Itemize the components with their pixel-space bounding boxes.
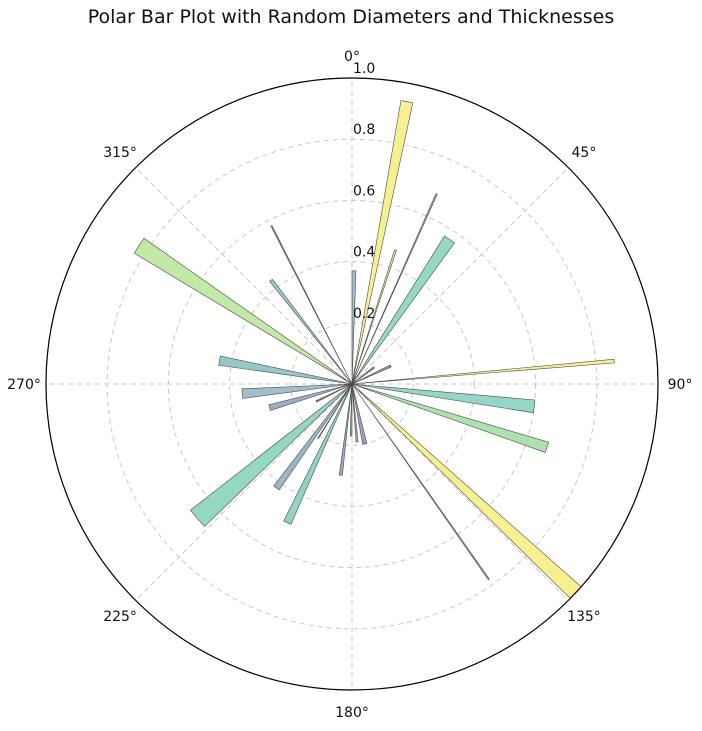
- polar-bar-10: [351, 383, 582, 599]
- polar-bar-7: [351, 358, 615, 385]
- bars-layer: [133, 100, 615, 599]
- theta-tick-label-7: 315°: [103, 145, 137, 161]
- theta-tick-label-5: 225°: [103, 609, 137, 625]
- polar-bar-1: [351, 100, 414, 385]
- polar-bar-21: [268, 383, 353, 411]
- polar-bar-22: [241, 383, 353, 399]
- chart-title: Polar Bar Plot with Random Diameters and…: [87, 6, 615, 28]
- theta-tick-label-2: 90°: [668, 377, 693, 393]
- polar-bar-3: [351, 193, 438, 385]
- polar-bar-23: [218, 355, 353, 385]
- theta-gridline-7: [135, 167, 353, 385]
- theta-tick-label-1: 45°: [572, 145, 597, 161]
- labels-layer: 0.2 0.4 0.6 0.8 1.00° 45° 90° 135° 180° 225° 270° 3…: [7, 49, 692, 721]
- r-tick-label-4: 1.0: [353, 61, 375, 77]
- polar-bar-25: [133, 237, 353, 385]
- polar-bar-18: [273, 383, 353, 491]
- polar-bar-12: [351, 383, 368, 445]
- polar-bar-26: [269, 278, 353, 385]
- polar-bar-19: [190, 383, 353, 527]
- polar-bar-14: [349, 383, 353, 437]
- polar-bar-27: [270, 225, 353, 385]
- r-gridline-1: [229, 261, 475, 507]
- polar-bar-4: [351, 235, 455, 385]
- polar-bar-0: [351, 270, 357, 385]
- theta-gridline-3: [351, 383, 569, 601]
- polar-bar-15: [338, 383, 353, 476]
- r-tick-label-3: 0.8: [353, 122, 375, 138]
- theta-tick-label-4: 180°: [335, 705, 369, 721]
- theta-gridline-1: [351, 167, 569, 385]
- polar-bar-6: [351, 364, 392, 385]
- r-tick-label-0: 0.2: [353, 306, 375, 322]
- polar-bar-9: [351, 383, 549, 453]
- polar-bar-2: [351, 249, 397, 385]
- polar-bar-17: [317, 383, 353, 440]
- theta-tick-label-0: 0°: [344, 49, 360, 65]
- polar-bar-16: [283, 383, 353, 525]
- polar-frame: [45, 77, 659, 691]
- r-tick-label-1: 0.4: [353, 245, 375, 261]
- theta-tick-label-3: 135°: [567, 609, 601, 625]
- polar-bar-8: [351, 383, 536, 414]
- r-tick-label-2: 0.6: [353, 183, 375, 199]
- polar-bar-5: [351, 366, 375, 385]
- polar-bar-11: [351, 383, 490, 581]
- theta-tick-label-6: 270°: [7, 377, 41, 393]
- theta-gridline-5: [135, 383, 353, 601]
- r-gridline-0: [290, 322, 414, 446]
- polar-bar-20: [315, 383, 353, 403]
- polar-bar-13: [351, 383, 359, 443]
